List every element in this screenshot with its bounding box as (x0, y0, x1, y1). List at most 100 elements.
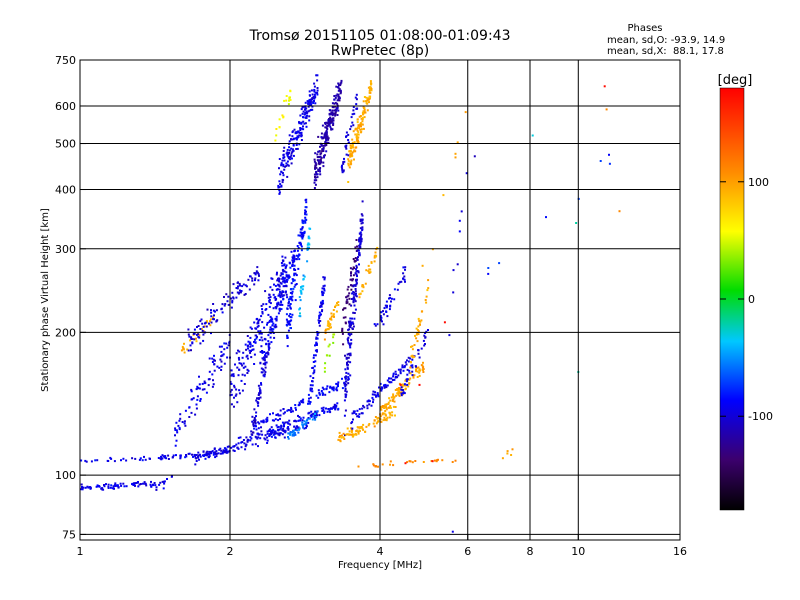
scatter-point (188, 335, 191, 338)
scatter-point (369, 268, 372, 271)
scatter-point (291, 131, 294, 134)
scatter-point (278, 158, 281, 160)
scatter-point (255, 415, 257, 418)
scatter-point (345, 296, 348, 299)
scatter-point (254, 341, 257, 344)
scatter-point (369, 91, 372, 94)
scatter-point (392, 464, 395, 467)
scatter-point (315, 166, 318, 169)
scatter-point (389, 399, 392, 402)
scatter-point (383, 407, 386, 409)
scatter-point (281, 114, 284, 117)
scatter-point (370, 89, 373, 92)
scatter-point (277, 429, 280, 432)
scatter-point (316, 89, 319, 92)
scatter-point (353, 291, 356, 294)
scatter-point (405, 378, 408, 381)
scatter-point (201, 382, 204, 385)
scatter-point (225, 448, 228, 451)
scatter-point (316, 159, 319, 162)
scatter-point (232, 297, 235, 300)
scatter-point (264, 354, 266, 357)
scatter-point (352, 325, 355, 328)
scatter-point (371, 396, 374, 399)
scatter-point (260, 304, 263, 307)
scatter-point (198, 458, 200, 461)
scatter-point (269, 315, 272, 318)
scatter-point (347, 356, 350, 359)
scatter-point (425, 301, 428, 304)
scatter-point (271, 288, 274, 291)
scatter-point (413, 344, 416, 346)
scatter-point (253, 416, 256, 419)
scatter-point (321, 291, 324, 294)
scatter-point (174, 434, 176, 437)
scatter-point (237, 356, 240, 359)
scatter-point (134, 457, 137, 460)
scatter-point (253, 353, 256, 356)
scatter-point (298, 403, 301, 406)
scatter-point (347, 285, 350, 288)
scatter-point (307, 412, 310, 415)
scatter-point (325, 139, 328, 142)
scatter-point (388, 377, 390, 380)
scatter-point (351, 292, 354, 295)
scatter-point (487, 272, 490, 275)
scatter-point (263, 369, 266, 372)
scatter-point (355, 134, 358, 137)
scatter-point (368, 423, 371, 425)
scatter-point (103, 485, 106, 488)
scatter-point (283, 99, 286, 102)
scatter-point (295, 132, 298, 135)
scatter-point (402, 369, 405, 372)
scatter-point (360, 425, 363, 428)
scatter-point (220, 449, 223, 452)
scatter-point (337, 97, 340, 100)
scatter-point (301, 423, 304, 426)
scatter-point (321, 391, 324, 394)
scatter-point (321, 294, 324, 297)
scatter-point (237, 436, 240, 439)
scatter-point (341, 330, 344, 332)
scatter-point (335, 304, 338, 307)
scatter-point (289, 327, 292, 329)
scatter-point (348, 333, 351, 336)
scatter-point (363, 406, 366, 409)
scatter-point (313, 365, 316, 368)
scatter-point (344, 316, 347, 319)
scatter-point (259, 437, 262, 440)
scatter-point (310, 415, 313, 418)
scatter-point (330, 312, 333, 315)
scatter-point (338, 88, 341, 91)
scatter-point (300, 127, 303, 130)
scatter-point (161, 480, 164, 483)
scatter-point (150, 480, 152, 483)
scatter-point (183, 342, 185, 345)
scatter-point (353, 433, 356, 436)
scatter-point (211, 450, 214, 453)
scatter-point (314, 410, 317, 413)
scatter-point (142, 482, 144, 485)
scatter-point (359, 218, 362, 221)
y-tick-label: 400 (55, 184, 76, 197)
scatter-point (305, 421, 308, 424)
scatter-point (340, 436, 343, 439)
scatter-point (293, 250, 296, 253)
scatter-point (309, 414, 312, 417)
scatter-point (349, 155, 352, 158)
scatter-point (259, 396, 262, 399)
scatter-point (356, 121, 359, 124)
scatter-point (221, 311, 224, 314)
scatter-point (370, 88, 373, 90)
scatter-point (268, 430, 271, 433)
scatter-point (250, 327, 253, 330)
scatter-point (359, 227, 362, 230)
scatter-point (379, 415, 382, 418)
scatter-point (354, 259, 357, 262)
scatter-point (254, 338, 256, 341)
scatter-point (287, 304, 290, 307)
scatter-point (304, 199, 307, 202)
scatter-point (280, 170, 283, 173)
scatter-point (309, 389, 312, 392)
scatter-point (333, 102, 336, 105)
